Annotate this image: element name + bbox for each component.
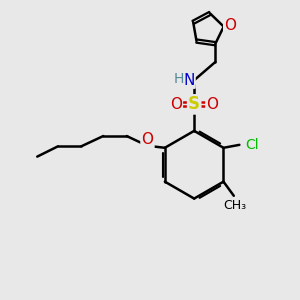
Text: O: O xyxy=(170,97,182,112)
Text: O: O xyxy=(206,97,218,112)
Text: CH₃: CH₃ xyxy=(224,199,247,212)
Text: N: N xyxy=(183,73,195,88)
Text: Cl: Cl xyxy=(245,138,259,152)
Text: H: H xyxy=(174,72,184,86)
Text: O: O xyxy=(224,18,236,33)
Text: O: O xyxy=(142,132,154,147)
Text: S: S xyxy=(188,95,200,113)
